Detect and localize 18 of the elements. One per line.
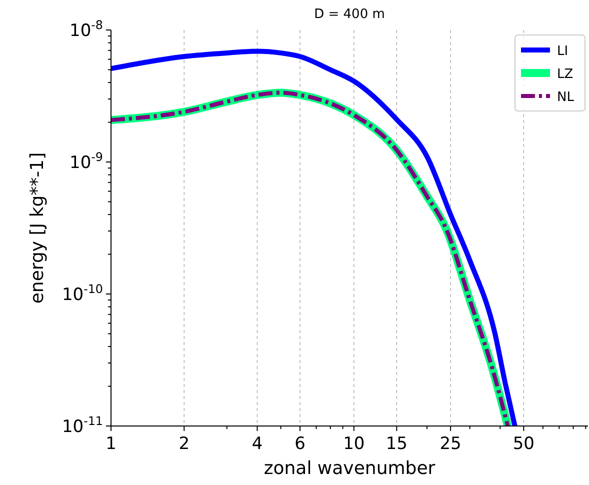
y-tick-label: 10$^{-10}$ — [62, 282, 103, 305]
y-tick-label: 10$^{-9}$ — [70, 150, 103, 173]
x-axis-title: zonal wavenumber — [264, 458, 436, 479]
x-tick-label: 6 — [294, 434, 306, 454]
legend-label: LZ — [557, 67, 574, 82]
x-tick-label: 50 — [512, 434, 534, 454]
y-tick-label: 10$^{-8}$ — [70, 18, 103, 41]
legend-label: NL — [557, 90, 575, 105]
y-axis-title: energy [J kg**-1] — [27, 152, 48, 304]
x-tick-label: 10 — [343, 434, 365, 454]
x-tick-label: 1 — [106, 434, 116, 454]
legend-label: LI — [557, 44, 568, 59]
y-tick-label: 10$^{-11}$ — [62, 414, 103, 437]
x-tick-label: 4 — [252, 434, 263, 454]
chart-title: D = 400 m — [314, 7, 385, 22]
x-tick-label: 15 — [386, 434, 408, 454]
x-tick-label: 2 — [178, 434, 190, 454]
x-tick-label: 25 — [440, 434, 462, 454]
